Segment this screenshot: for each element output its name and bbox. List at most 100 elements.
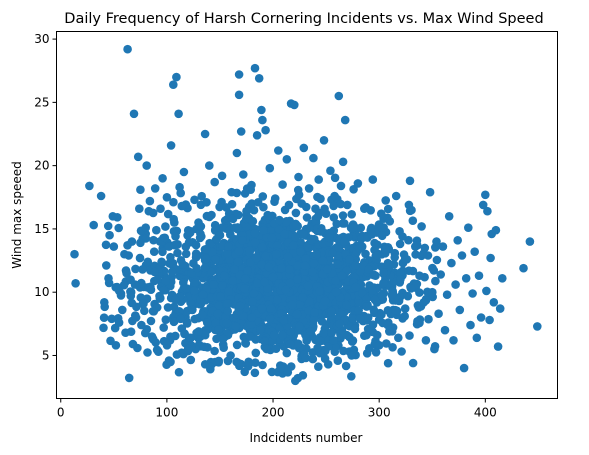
data-point xyxy=(258,115,267,125)
data-point xyxy=(107,314,116,324)
data-point-bg xyxy=(272,241,282,250)
data-point xyxy=(385,217,395,226)
data-point-bg xyxy=(146,316,156,326)
data-point xyxy=(406,284,416,293)
data-point xyxy=(325,233,334,243)
data-points xyxy=(70,44,542,386)
data-point xyxy=(330,191,339,201)
data-point xyxy=(137,320,146,330)
data-point xyxy=(246,185,255,194)
data-point xyxy=(109,242,119,251)
data-point xyxy=(228,276,237,286)
data-point xyxy=(423,251,433,260)
data-point xyxy=(175,182,184,192)
data-point xyxy=(157,257,166,267)
data-point-bg xyxy=(400,304,410,313)
data-point-bg xyxy=(347,210,357,219)
data-point-bg xyxy=(127,298,136,308)
data-point xyxy=(263,210,273,220)
data-point xyxy=(160,233,170,243)
data-point xyxy=(217,171,227,181)
data-point xyxy=(451,280,460,289)
data-point-bg xyxy=(327,328,337,337)
data-point xyxy=(353,179,363,188)
data-point-bg xyxy=(298,229,308,239)
data-point xyxy=(144,206,154,216)
x-tick-label: 0 xyxy=(57,406,65,420)
data-point-bg xyxy=(309,259,319,268)
data-point xyxy=(149,247,159,256)
data-point xyxy=(231,322,241,331)
data-point xyxy=(309,153,318,163)
data-point xyxy=(297,199,307,208)
data-point xyxy=(292,220,301,230)
data-point-bg xyxy=(258,192,268,201)
data-point xyxy=(372,251,382,260)
data-point xyxy=(139,299,148,308)
data-point-bg xyxy=(408,216,418,225)
data-point-bg xyxy=(214,301,224,310)
data-point xyxy=(317,317,327,326)
data-point-bg xyxy=(240,274,250,284)
data-point xyxy=(126,291,136,301)
data-point-bg xyxy=(376,223,386,232)
data-point-bg xyxy=(388,343,397,352)
data-point xyxy=(314,175,324,184)
data-point xyxy=(491,225,501,235)
data-point xyxy=(489,298,499,307)
data-point xyxy=(281,285,291,295)
data-point xyxy=(261,125,270,135)
data-point xyxy=(351,282,361,292)
data-point-bg xyxy=(383,358,393,368)
data-point xyxy=(362,330,371,340)
data-point-bg xyxy=(319,328,328,338)
data-point-bg xyxy=(333,356,343,366)
data-point xyxy=(152,225,161,235)
data-point-bg xyxy=(293,339,303,349)
data-point xyxy=(444,212,454,221)
data-point-bg xyxy=(140,306,149,316)
data-point-bg xyxy=(404,266,414,276)
data-point xyxy=(273,295,282,305)
data-point xyxy=(71,279,80,288)
data-point-bg xyxy=(271,344,281,354)
data-point xyxy=(298,293,308,302)
data-point-bg xyxy=(180,329,189,339)
data-point-bg xyxy=(371,348,381,357)
data-point xyxy=(104,274,113,283)
x-axis-label: Indcidents number xyxy=(250,431,363,445)
data-point-bg xyxy=(234,210,243,220)
data-point xyxy=(415,271,424,281)
data-point xyxy=(210,177,219,187)
data-point-bg xyxy=(305,296,314,306)
data-point xyxy=(360,204,369,213)
data-point-bg xyxy=(250,238,260,247)
data-point-bg xyxy=(281,217,291,227)
data-point-bg xyxy=(150,267,159,277)
data-point xyxy=(343,200,352,210)
data-point xyxy=(121,328,130,338)
data-point xyxy=(276,363,285,373)
data-point xyxy=(337,271,347,281)
data-point-bg xyxy=(348,336,358,345)
data-point xyxy=(112,282,122,292)
data-point-bg xyxy=(395,239,405,249)
data-point xyxy=(533,322,542,331)
data-point xyxy=(308,267,317,277)
x-tick-label: 100 xyxy=(155,406,178,420)
data-point xyxy=(428,287,437,297)
data-point xyxy=(294,172,303,182)
data-point-bg xyxy=(169,317,179,327)
data-point xyxy=(133,152,143,162)
data-point xyxy=(207,210,216,220)
data-point-bg xyxy=(274,225,284,234)
data-point xyxy=(108,212,118,221)
data-point xyxy=(398,232,407,241)
data-point xyxy=(248,217,258,226)
data-point xyxy=(295,322,304,331)
data-point-bg xyxy=(124,373,134,383)
data-point xyxy=(282,155,292,164)
data-point-bg xyxy=(396,268,406,277)
data-point xyxy=(148,306,158,316)
data-point xyxy=(387,290,397,300)
